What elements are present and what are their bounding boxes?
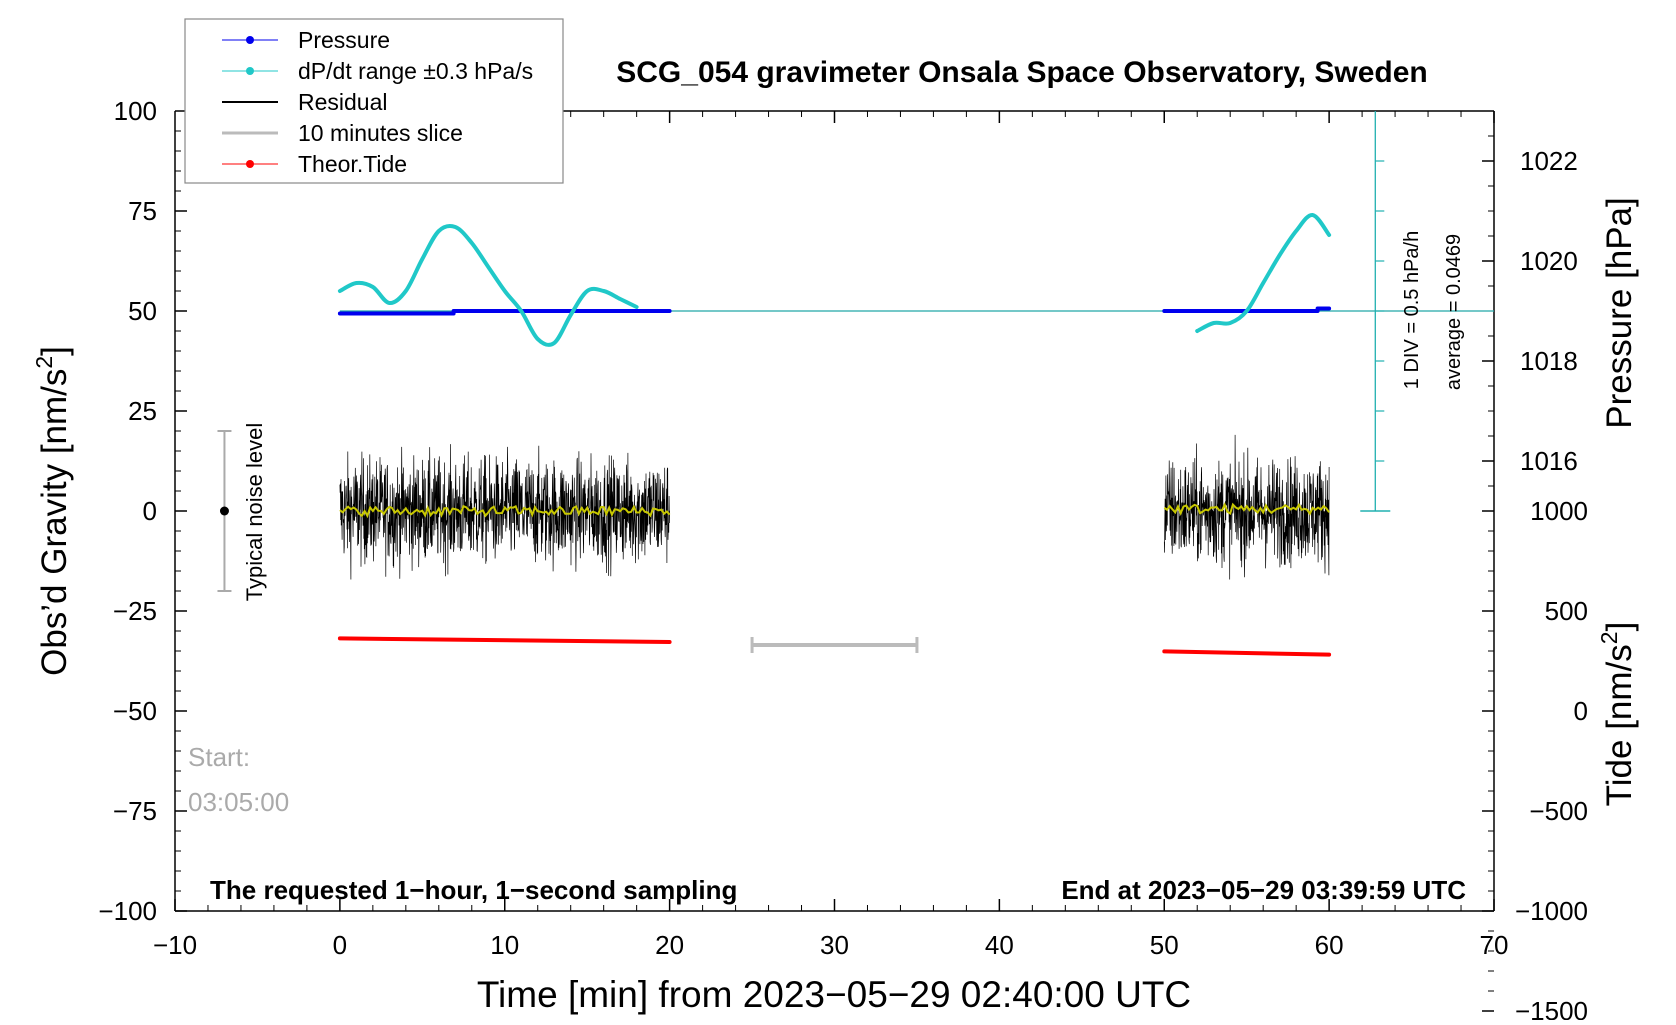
y-tick-label: −25 <box>113 596 157 626</box>
x-tick-label: 50 <box>1150 930 1179 960</box>
tide-series <box>337 636 1332 657</box>
dpdt-scale-bar <box>1360 111 1391 512</box>
tide-axis-label-main: Tide [nm/s <box>1600 644 1639 806</box>
residual-line <box>339 444 670 580</box>
pressure-tick-label: 1022 <box>1520 146 1578 176</box>
legend-entry-residual: Residual <box>222 89 388 115</box>
x-tick-label: 20 <box>655 930 684 960</box>
y-axis-label-main: Obs’d Gravity [nm/s <box>35 369 74 676</box>
y-tick-label: 100 <box>114 96 157 126</box>
pressure-tick-label: 1018 <box>1520 346 1578 376</box>
start-time: 03:05:00 <box>188 787 289 817</box>
pressure-series <box>337 306 1332 316</box>
legend-entry-dpdt: dP/dt range ±0.3 hPa/s <box>222 58 533 84</box>
tide-tick-label: −1000 <box>1515 896 1588 926</box>
legend-label-pressure: Pressure <box>298 27 390 53</box>
pressure-axis-ticks: 1016 1018 1020 1022 <box>1482 146 1578 476</box>
tide-tick-label: 0 <box>1574 696 1588 726</box>
y-tick-label: −50 <box>113 696 157 726</box>
dpdt-line <box>337 223 639 347</box>
chart-title: SCG_054 gravimeter Onsala Space Observat… <box>616 56 1428 89</box>
y-tick-label: 75 <box>128 196 157 226</box>
pressure-line <box>337 309 672 316</box>
noise-level-label: Typical noise level <box>242 423 267 602</box>
ten-minute-slice-bar <box>750 637 919 653</box>
pressure-tick-label: 1020 <box>1520 246 1578 276</box>
tide-line <box>337 636 672 644</box>
tide-axis-label-exponent: 2 <box>1596 631 1622 644</box>
x-axis-ticks: −10 0 10 20 30 40 50 60 70 <box>153 111 1509 960</box>
legend-marker-pressure <box>246 36 254 44</box>
legend-label-slice: 10 minutes slice <box>298 120 463 146</box>
x-tick-label: 0 <box>333 930 347 960</box>
tide-line <box>1162 649 1332 657</box>
legend-label-residual: Residual <box>298 89 388 115</box>
dpdt-average-label: average = 0.0469 <box>1443 234 1465 390</box>
dpdt-division-label: 1 DIV = 0.5 hPa/h <box>1401 231 1423 389</box>
legend: Pressure dP/dt range ±0.3 hPa/s Residual… <box>184 18 564 184</box>
end-time-note: End at 2023−05−29 03:39:59 UTC <box>1061 875 1466 905</box>
legend-entry-pressure: Pressure <box>222 27 390 53</box>
tide-tick-label: 1000 <box>1530 496 1588 526</box>
dpdt-line <box>1195 213 1332 333</box>
start-label: Start: <box>188 742 250 772</box>
x-tick-label: 70 <box>1480 930 1509 960</box>
y-axis-label: Obs’d Gravity [nm/s2] <box>31 346 74 676</box>
tide-axis-label: Tide [nm/s2] <box>1596 622 1639 807</box>
legend-marker-dpdt <box>246 67 254 75</box>
noise-center-dot <box>219 506 229 516</box>
pressure-axis-label: Pressure [hPa] <box>1600 197 1639 429</box>
dpdt-series <box>337 213 1332 347</box>
y-tick-label: 0 <box>143 496 157 526</box>
legend-marker-tide <box>246 160 254 168</box>
y-tick-label: −75 <box>113 796 157 826</box>
tide-tick-label: −500 <box>1529 796 1588 826</box>
residual-mean-series <box>339 502 1330 519</box>
y-axis-label-exponent: 2 <box>31 356 57 369</box>
y-tick-label: 50 <box>128 296 157 326</box>
tide-tick-label: −1500 <box>1515 996 1588 1020</box>
noise-level-bar <box>217 430 232 592</box>
minor-ticks <box>175 110 1494 992</box>
tide-axis-label-end: ] <box>1600 622 1639 632</box>
residual-line <box>1163 434 1330 580</box>
x-tick-label: 40 <box>985 930 1014 960</box>
y-axis-label-end: ] <box>35 346 74 356</box>
x-axis-label: Time [min] from 2023−05−29 02:40:00 UTC <box>477 974 1191 1015</box>
residual-mean-line <box>339 504 671 519</box>
x-tick-label: 30 <box>820 930 849 960</box>
legend-label-dpdt: dP/dt range ±0.3 hPa/s <box>298 58 533 84</box>
x-tick-label: 10 <box>490 930 519 960</box>
legend-label-tide: Theor.Tide <box>298 151 407 177</box>
pressure-tick-label: 1016 <box>1520 446 1578 476</box>
sampling-note: The requested 1−hour, 1−second sampling <box>210 875 737 905</box>
x-tick-label: 60 <box>1315 930 1344 960</box>
x-tick-label: −10 <box>153 930 197 960</box>
tide-axis-ticks: 1000 500 0 −500 −1000 −1500 <box>1482 496 1588 1025</box>
legend-entry-slice: 10 minutes slice <box>222 120 463 146</box>
legend-entry-tide: Theor.Tide <box>222 151 407 177</box>
residual-series <box>339 434 1330 580</box>
y-axis-ticks: 100 75 50 25 0 −25 −50 −75 −100 <box>98 96 187 926</box>
tide-tick-label: 500 <box>1545 596 1588 626</box>
pressure-line <box>1162 306 1332 313</box>
residual-mean-line <box>1163 502 1330 516</box>
y-tick-label: −100 <box>98 896 157 926</box>
y-tick-label: 25 <box>128 396 157 426</box>
